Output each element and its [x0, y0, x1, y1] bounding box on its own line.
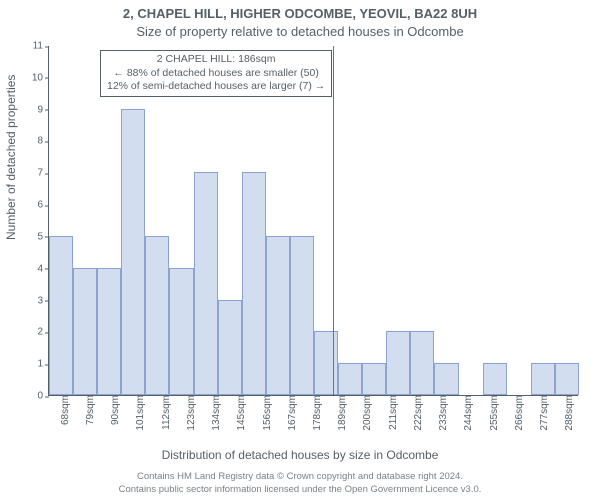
histogram-bar: [362, 363, 386, 395]
y-axis-label: Number of detached properties: [4, 75, 18, 240]
footer-line-1: Contains HM Land Registry data © Crown c…: [0, 471, 600, 483]
histogram-bar: [169, 268, 193, 395]
y-tick: 0: [37, 391, 49, 402]
x-tick: 90sqm: [108, 395, 121, 425]
marker-line: [333, 46, 334, 395]
x-tick: 178sqm: [310, 395, 323, 431]
x-tick: 288sqm: [562, 395, 575, 431]
y-tick: 11: [33, 41, 49, 52]
x-tick: 134sqm: [209, 395, 222, 431]
x-tick: 244sqm: [461, 395, 474, 431]
x-tick: 222sqm: [411, 395, 424, 431]
histogram-bar: [266, 236, 290, 395]
x-tick: 112sqm: [159, 395, 172, 430]
x-tick: 211sqm: [386, 395, 399, 430]
x-tick: 123sqm: [184, 395, 197, 431]
histogram-bar: [218, 300, 242, 395]
x-tick: 266sqm: [512, 395, 525, 431]
histogram-bar: [531, 363, 555, 395]
y-tick: 2: [37, 327, 49, 338]
histogram-bar: [410, 331, 434, 395]
y-tick: 8: [37, 136, 49, 147]
y-tick: 7: [37, 168, 49, 179]
histogram-bar: [73, 268, 97, 395]
histogram-bar: [290, 236, 314, 395]
plot-area: 0123456789101168sqm79sqm90sqm101sqm112sq…: [48, 46, 578, 396]
x-tick: 200sqm: [360, 395, 373, 431]
x-axis-label: Distribution of detached houses by size …: [0, 448, 600, 462]
y-tick: 4: [37, 263, 49, 274]
chart-title-main: 2, CHAPEL HILL, HIGHER ODCOMBE, YEOVIL, …: [0, 6, 600, 21]
x-tick: 145sqm: [234, 395, 247, 431]
x-tick: 79sqm: [83, 395, 96, 425]
histogram-bar: [121, 109, 145, 395]
x-tick: 156sqm: [260, 395, 273, 431]
y-tick: 9: [37, 104, 49, 115]
y-tick: 10: [32, 72, 49, 83]
x-tick: 255sqm: [487, 395, 500, 431]
histogram-bar: [97, 268, 121, 395]
x-tick: 277sqm: [537, 395, 550, 431]
y-tick: 5: [37, 231, 49, 242]
histogram-bar: [194, 172, 218, 395]
info-line-1: 2 CHAPEL HILL: 186sqm: [107, 53, 325, 67]
histogram-bar: [555, 363, 579, 395]
x-tick: 233sqm: [436, 395, 449, 431]
marker-info-box: 2 CHAPEL HILL: 186sqm ← 88% of detached …: [100, 50, 332, 97]
histogram-bar: [338, 363, 362, 395]
histogram-bar: [145, 236, 169, 395]
y-tick: 6: [37, 200, 49, 211]
histogram-bar: [434, 363, 458, 395]
histogram-bar: [483, 363, 507, 395]
chart-container: 2, CHAPEL HILL, HIGHER ODCOMBE, YEOVIL, …: [0, 0, 600, 500]
histogram-bar: [49, 236, 73, 395]
x-tick: 167sqm: [285, 395, 298, 431]
info-line-3: 12% of semi-detached houses are larger (…: [107, 80, 325, 94]
histogram-bar: [314, 331, 338, 395]
x-tick: 68sqm: [58, 395, 71, 425]
x-tick: 189sqm: [335, 395, 348, 431]
footer-line-2: Contains public sector information licen…: [0, 484, 600, 496]
chart-title-sub: Size of property relative to detached ho…: [0, 24, 600, 39]
y-tick: 1: [37, 359, 49, 370]
y-tick: 3: [37, 295, 49, 306]
chart-footer: Contains HM Land Registry data © Crown c…: [0, 471, 600, 496]
x-tick: 101sqm: [133, 395, 146, 431]
histogram-bar: [386, 331, 410, 395]
info-line-2: ← 88% of detached houses are smaller (50…: [107, 67, 325, 81]
histogram-bar: [242, 172, 266, 395]
